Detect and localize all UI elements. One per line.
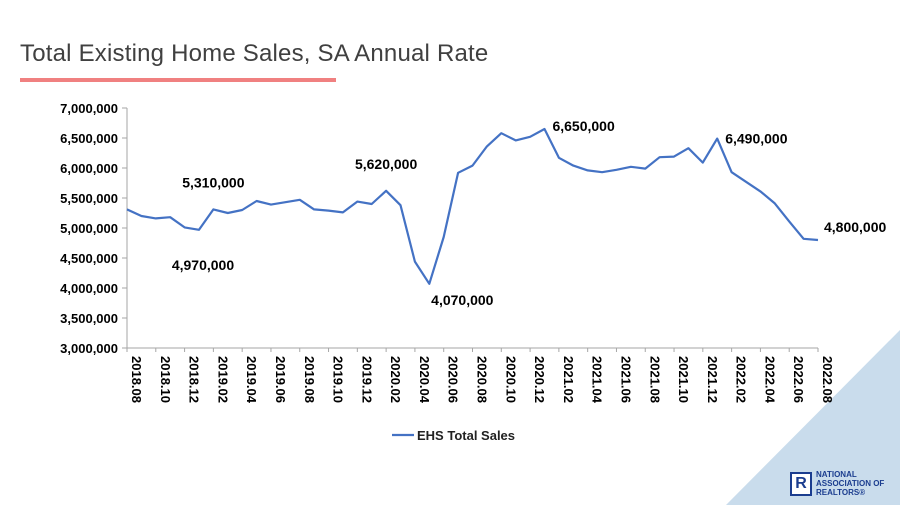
x-tick-label: 2019.04	[244, 356, 259, 404]
data-label: 5,310,000	[182, 174, 244, 190]
x-tick-label: 2018.12	[187, 356, 202, 403]
x-tick-label: 2020.08	[475, 356, 490, 403]
logo-line-2: ASSOCIATION OF	[816, 479, 885, 488]
y-tick-label: 6,500,000	[60, 131, 118, 146]
x-tick-label: 2018.10	[158, 356, 173, 403]
legend: EHS Total Sales	[392, 428, 515, 443]
data-label: 5,620,000	[355, 156, 417, 172]
logo-line-3: REALTORS®	[816, 488, 866, 497]
x-tick-label: 2021.10	[676, 356, 691, 403]
x-tick-label: 2020.12	[532, 356, 547, 403]
x-tick-label: 2021.02	[561, 356, 576, 403]
x-tick-label: 2018.08	[129, 356, 144, 403]
data-label: 6,650,000	[552, 118, 614, 134]
y-tick-label: 7,000,000	[60, 101, 118, 116]
x-tick-label: 2020.04	[417, 356, 432, 404]
x-tick-label: 2021.06	[618, 356, 633, 403]
x-tick-label: 2021.04	[590, 356, 605, 404]
y-tick-label: 6,000,000	[60, 161, 118, 176]
y-tick-label: 3,500,000	[60, 311, 118, 326]
x-tick-label: 2019.12	[359, 356, 374, 403]
legend-label: EHS Total Sales	[417, 428, 515, 443]
x-tick-label: 2019.02	[215, 356, 230, 403]
y-tick-label: 5,000,000	[60, 221, 118, 236]
annotation-group: 5,310,000 4,970,000 5,620,000 4,070,000 6,65…	[172, 118, 887, 308]
series-group	[126, 127, 819, 285]
x-axis: 2018.08 2018.10 2018.12 2019.02 2019.04 2019.…	[126, 347, 835, 404]
page-title: Total Existing Home Sales, SA Annual Rat…	[20, 40, 489, 67]
y-tick-label: 4,500,000	[60, 251, 118, 266]
data-label: 4,800,000	[824, 219, 886, 235]
x-tick-label: 2021.12	[705, 356, 720, 403]
data-label: 6,490,000	[725, 131, 787, 147]
x-tick-label: 2022.02	[734, 356, 749, 403]
data-label: 4,970,000	[172, 257, 234, 273]
data-label: 4,070,000	[431, 292, 493, 308]
x-tick-label: 2019.10	[331, 356, 346, 403]
x-tick-label: 2019.08	[302, 356, 317, 403]
x-tick-label: 2020.06	[446, 356, 461, 403]
nar-logo: R NATIONAL ASSOCIATION OF REALTORS®	[790, 470, 884, 497]
x-tick-label: 2022.08	[820, 356, 835, 403]
title-underline	[20, 78, 336, 82]
y-tick-label: 5,500,000	[60, 191, 118, 206]
x-tick-label: 2022.04	[762, 356, 777, 404]
y-tick-label: 4,000,000	[60, 281, 118, 296]
logo-line-1: NATIONAL	[816, 470, 857, 479]
realtor-r-icon: R	[790, 471, 812, 496]
x-tick-label: 2020.10	[503, 356, 518, 403]
x-tick-label: 2019.06	[273, 356, 288, 403]
y-tick-label: 3,000,000	[60, 341, 118, 356]
x-tick-label: 2020.02	[388, 356, 403, 403]
y-axis: 3,000,000 3,500,000 4,000,000 4,500,000 5,00…	[60, 101, 128, 356]
logo-text: NATIONAL ASSOCIATION OF REALTORS®	[816, 470, 884, 497]
x-tick-label: 2021.08	[647, 356, 662, 403]
x-tick-label: 2022.06	[791, 356, 806, 403]
